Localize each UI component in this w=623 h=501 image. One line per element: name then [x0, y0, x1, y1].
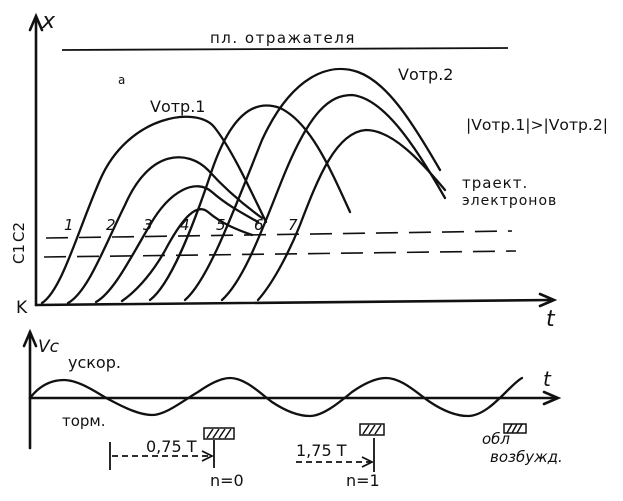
- c2-plane-dashed: [45, 230, 513, 239]
- n0-label: n=0: [210, 471, 244, 490]
- trajectory-5: [148, 104, 352, 302]
- acceleration-label: ускор.: [68, 353, 121, 372]
- trajectory-number-1: 1: [64, 216, 74, 234]
- interval-0-label: 0,75 T: [146, 437, 197, 456]
- n1-label: n=1: [346, 471, 380, 490]
- trajectory-number-2: 2: [106, 216, 116, 234]
- time-axis-top: [34, 298, 554, 307]
- c1-plane-dashed: [43, 250, 517, 258]
- bottom-plot: Vс t ускор. торм. 0,75 T n=0 1,75 T n=1 …: [22, 328, 563, 490]
- excitation-region-mark-0: [203, 427, 235, 440]
- time-axis-top-arrow: [538, 292, 558, 308]
- k-label: K: [16, 298, 28, 318]
- stray-mark: a: [118, 73, 125, 87]
- t-axis-label-top: t: [546, 307, 556, 332]
- excitation-label-line1: обл: [482, 430, 510, 448]
- interval-1-arrow: [361, 456, 375, 468]
- v-label-1: Vотр.1: [150, 97, 205, 116]
- reflector-plane-line: [61, 47, 509, 51]
- c2-label: C2: [10, 222, 28, 242]
- trajectory-number-5: 5: [216, 216, 226, 234]
- v-label-2: Vотр.2: [398, 65, 453, 84]
- trajectory-6: [183, 67, 442, 302]
- c1-label: C1: [10, 244, 28, 264]
- trajectories-label-line1: траект.: [462, 174, 528, 192]
- excitation-legend-mark: [503, 423, 527, 434]
- vc-label: Vс: [38, 337, 60, 357]
- trajectory-7: [220, 93, 447, 302]
- excitation-label-line2: возбужд.: [490, 448, 563, 466]
- trajectory-1: [40, 115, 268, 305]
- top-plot: x t K C2 C1 пл. отражателя a 1 2 3 4: [10, 9, 608, 332]
- deceleration-label: торм.: [62, 412, 106, 430]
- modulating-voltage-wave: [28, 376, 524, 418]
- x-axis-label: x: [41, 9, 56, 34]
- trajectory-3: [94, 185, 260, 304]
- x-position-axis-arrow: [28, 12, 44, 32]
- excitation-region-hatch-0: [206, 428, 232, 439]
- electron-trajectories: [40, 67, 447, 305]
- voltage-axis-arrow: [22, 328, 38, 348]
- trajectory-number-3: 3: [143, 216, 153, 234]
- trajectory-2: [66, 156, 264, 305]
- trajectory-numbers: 1 2 3 4 5 6 7: [64, 216, 298, 234]
- excitation-region-mark-1: [359, 423, 385, 436]
- trajectory-number-4: 4: [180, 216, 190, 234]
- velocity-inequality: |Vотр.1|>|Vотр.2|: [466, 116, 608, 134]
- interval-0-arrow: [201, 450, 215, 462]
- excitation-legend-hatch: [506, 423, 523, 434]
- excitation-region-hatch-1: [362, 424, 382, 435]
- trajectory-8: [256, 128, 447, 302]
- time-axis-bottom-arrow: [542, 390, 562, 406]
- t-axis-label-bottom: t: [543, 367, 552, 391]
- reflector-plane-label: пл. отражателя: [210, 29, 356, 47]
- interval-1-label: 1,75 T: [296, 441, 347, 460]
- trajectory-number-6: 6: [254, 216, 264, 234]
- trajectory-number-7: 7: [288, 216, 298, 234]
- trajectories-label-line2: электронов: [462, 193, 557, 209]
